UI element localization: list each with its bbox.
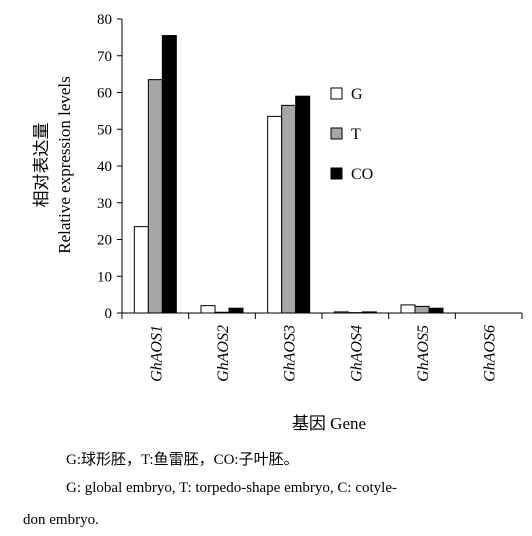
bar-t-ghaos2 (214, 311, 230, 314)
bar-g-ghaos2 (200, 305, 216, 314)
legend-label-co: CO (351, 166, 373, 183)
y-axis-title-group: 相对表达量 Relative expression levels (32, 76, 74, 254)
y-axis-title: Relative expression levels (55, 76, 74, 254)
x-tick-labels: GhAOS1 GhAOS2 GhAOS3 GhAOS4 GhAOS5 GhAOS6 (121, 313, 523, 382)
x-tick-label: GhAOS2 (215, 325, 232, 382)
y-axis-title-cn: 相对表达量 (32, 123, 52, 208)
x-tick-label: GhAOS3 (282, 325, 299, 382)
x-tick-label: GhAOS4 (348, 325, 365, 382)
y-tick-label: 20 (97, 233, 112, 249)
y-tick-label: 0 (105, 306, 113, 322)
expression-bar-chart: 相对表达量 Relative expression levels 0 10 20 30… (32, 12, 523, 433)
y-tick-label: 80 (97, 12, 112, 28)
y-tick-label: 10 (97, 269, 112, 285)
x-tick-label: GhAOS1 (148, 325, 165, 382)
bar-t-ghaos1 (147, 79, 163, 314)
bar-t-ghaos3 (281, 104, 297, 314)
bars (133, 35, 444, 314)
axes (121, 19, 522, 314)
bar-co-ghaos4 (361, 311, 377, 314)
y-tick-label: 60 (97, 86, 112, 102)
bar-g-ghaos3 (267, 115, 283, 314)
bar-g-ghaos1 (133, 226, 149, 314)
y-tick-label: 70 (97, 49, 112, 65)
legend-label-g: G (351, 86, 363, 103)
legend-swatch-t (330, 127, 343, 140)
bar-g-ghaos4 (333, 311, 349, 314)
y-tick-label: 40 (97, 159, 112, 175)
legend-swatch-g (330, 87, 343, 100)
legend-swatch-co (330, 167, 343, 180)
y-tick-label: 50 (97, 122, 112, 138)
y-tick-label: 30 (97, 196, 112, 212)
bar-co-ghaos1 (161, 35, 177, 314)
caption-en-line-1: G: global embryo, T: torpedo-shape embry… (66, 480, 397, 496)
x-tick-label: GhAOS6 (482, 325, 499, 382)
bar-co-ghaos5 (428, 307, 444, 314)
legend-label-t: T (351, 126, 361, 143)
caption-en-line-2: don embryo. (23, 512, 99, 528)
bar-co-ghaos3 (295, 95, 311, 314)
y-ticks: 0 10 20 30 40 50 60 70 80 (97, 12, 122, 322)
x-tick-label: GhAOS5 (415, 325, 432, 382)
legend: G T CO (330, 86, 373, 183)
bar-co-ghaos2 (228, 307, 244, 314)
x-axis-title: 基因 Gene (292, 414, 366, 433)
bar-g-ghaos5 (400, 304, 416, 314)
bar-t-ghaos5 (414, 305, 430, 314)
caption-cn: G:球形胚，T:鱼雷胚，CO:子叶胚。 (66, 452, 299, 468)
